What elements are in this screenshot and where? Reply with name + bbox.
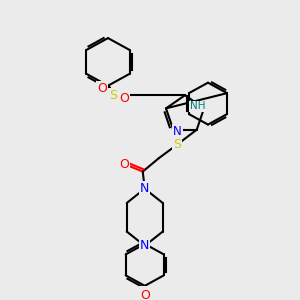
- Text: N: N: [173, 125, 182, 138]
- Text: NH: NH: [190, 101, 206, 112]
- Text: O: O: [97, 82, 107, 95]
- Text: N: N: [140, 239, 149, 252]
- Text: S: S: [173, 138, 181, 152]
- Text: O: O: [140, 289, 150, 300]
- Text: S: S: [109, 89, 117, 102]
- Text: O: O: [119, 158, 129, 171]
- Text: O: O: [119, 92, 129, 105]
- Text: N: N: [140, 182, 149, 195]
